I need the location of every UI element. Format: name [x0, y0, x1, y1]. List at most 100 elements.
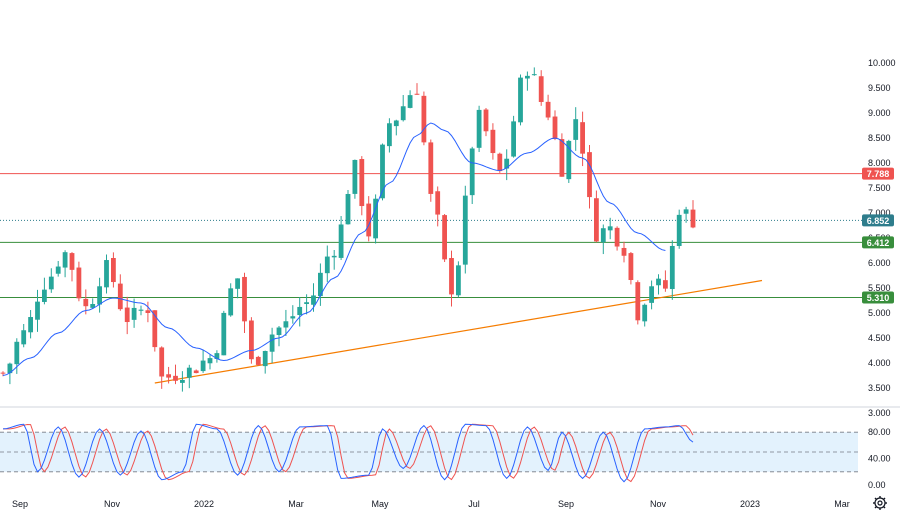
- support-lower-label: 5.310: [867, 293, 890, 303]
- candle-body: [249, 320, 254, 360]
- price-labels: 7.788 6.852 6.412 5.310: [862, 167, 894, 304]
- candle-body: [566, 140, 572, 180]
- candle-body: [76, 267, 82, 299]
- candle-body: [152, 310, 158, 348]
- candle-body: [607, 226, 613, 231]
- stochastic-k-line: [2, 423, 694, 483]
- time-axis: Sep Nov 2022 Mar May Jul Sep Nov 2023 Mar: [12, 499, 850, 509]
- candle-body: [400, 106, 406, 121]
- price-tick-label: 3.500: [868, 383, 891, 393]
- support-lower-label-bg: [862, 291, 894, 304]
- price-tick-label: 10.000: [868, 58, 896, 68]
- candle-body: [594, 198, 599, 242]
- time-tick-label: 2022: [194, 499, 214, 509]
- stochastic-tick-label: 0.00: [868, 480, 886, 490]
- trendline: [154, 279, 763, 384]
- price-tick-label: 6.000: [868, 258, 891, 268]
- time-tick-label: Nov: [104, 499, 121, 509]
- candle-body: [352, 159, 358, 194]
- candle-body: [635, 282, 641, 321]
- candle-body: [42, 289, 47, 302]
- candle-body: [449, 258, 454, 295]
- candle-body: [469, 148, 475, 196]
- price-tick-label: 4.500: [868, 333, 891, 343]
- candle-body: [683, 209, 689, 214]
- candle-body: [552, 116, 558, 139]
- candle-body: [138, 309, 144, 311]
- price-tick-label: 5.000: [868, 308, 891, 318]
- price-tick-label: 4.000: [868, 358, 891, 368]
- gear-icon-teeth: [873, 496, 887, 510]
- candle-body: [559, 139, 565, 177]
- candle-body: [104, 260, 109, 288]
- stochastic-tick-label: 40.00: [868, 454, 891, 464]
- candle-body: [366, 203, 372, 237]
- candle-body: [456, 265, 461, 296]
- stochastic-tick-label: 80.00: [868, 427, 891, 437]
- candle-body: [511, 121, 516, 157]
- price-tick-label: 8.000: [868, 158, 891, 168]
- price-tick-label: 7.500: [868, 183, 891, 193]
- support-upper-label-bg: [862, 236, 894, 249]
- price-tick-label: 9.500: [868, 83, 891, 93]
- candle-body: [214, 353, 220, 359]
- candle-body: [35, 301, 40, 320]
- candle-body: [186, 367, 192, 378]
- candle-body: [318, 272, 323, 297]
- candle-body: [14, 341, 20, 365]
- moving-average-line: [2, 122, 666, 376]
- candle-body: [573, 119, 579, 140]
- candle-body: [428, 142, 434, 194]
- candle-body: [193, 370, 199, 374]
- candle-body: [111, 258, 116, 283]
- candle-body: [421, 95, 427, 143]
- time-tick-label: Mar: [288, 499, 304, 509]
- candle-body: [504, 158, 510, 169]
- candle-body: [228, 288, 234, 316]
- candle-body: [207, 358, 213, 364]
- candle-body: [290, 316, 296, 319]
- candle-body: [525, 75, 530, 79]
- candle-body: [235, 278, 240, 289]
- gear-icon-ring: [874, 497, 886, 509]
- moving-average-group: [2, 122, 666, 376]
- stochastic-bands: [0, 431, 858, 473]
- candle-body: [518, 77, 523, 123]
- candle-body: [221, 312, 227, 356]
- time-tick-label: May: [371, 499, 389, 509]
- candle-body: [262, 350, 268, 367]
- candle-body: [200, 360, 206, 372]
- candle-body: [621, 247, 627, 256]
- candle-body: [117, 283, 123, 310]
- candle-body: [28, 317, 33, 333]
- candle-body: [442, 215, 447, 260]
- price-tick-label: 9.000: [868, 108, 891, 118]
- time-tick-label: 2023: [740, 499, 760, 509]
- price-tick-label: 8.500: [868, 133, 891, 143]
- candle-body: [311, 295, 316, 305]
- price-label-bg: [862, 214, 894, 227]
- candle-body: [83, 298, 89, 307]
- candle-body: [600, 228, 606, 243]
- candle-body: [21, 330, 27, 345]
- resistance-label: 7.788: [867, 169, 890, 179]
- time-tick-label: Sep: [558, 499, 574, 509]
- candle-body: [614, 227, 620, 247]
- candle-body: [387, 123, 392, 147]
- candle-body: [173, 375, 178, 381]
- candle-body: [414, 93, 420, 95]
- support-upper-label: 6.412: [867, 238, 890, 248]
- candle-body: [531, 74, 537, 76]
- candle-body: [159, 347, 165, 377]
- candle-body: [255, 356, 261, 365]
- candle-body: [676, 214, 682, 247]
- candle-body: [62, 252, 68, 268]
- candle-body: [435, 191, 441, 215]
- candle-body: [669, 245, 675, 290]
- candle-body: [587, 152, 592, 198]
- price-tick-label: 5.500: [868, 283, 891, 293]
- time-tick-label: Nov: [650, 499, 667, 509]
- price-label: 6.852: [867, 216, 890, 226]
- trendline-group: [154, 279, 763, 384]
- gear-icon[interactable]: [873, 496, 887, 510]
